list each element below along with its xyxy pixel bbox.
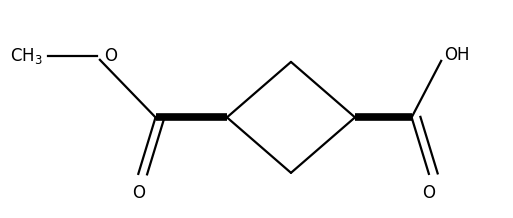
Text: OH: OH (444, 46, 469, 64)
Text: CH$_3$: CH$_3$ (10, 46, 42, 66)
Text: O: O (132, 184, 145, 202)
Text: O: O (104, 47, 117, 65)
Text: O: O (422, 184, 436, 202)
